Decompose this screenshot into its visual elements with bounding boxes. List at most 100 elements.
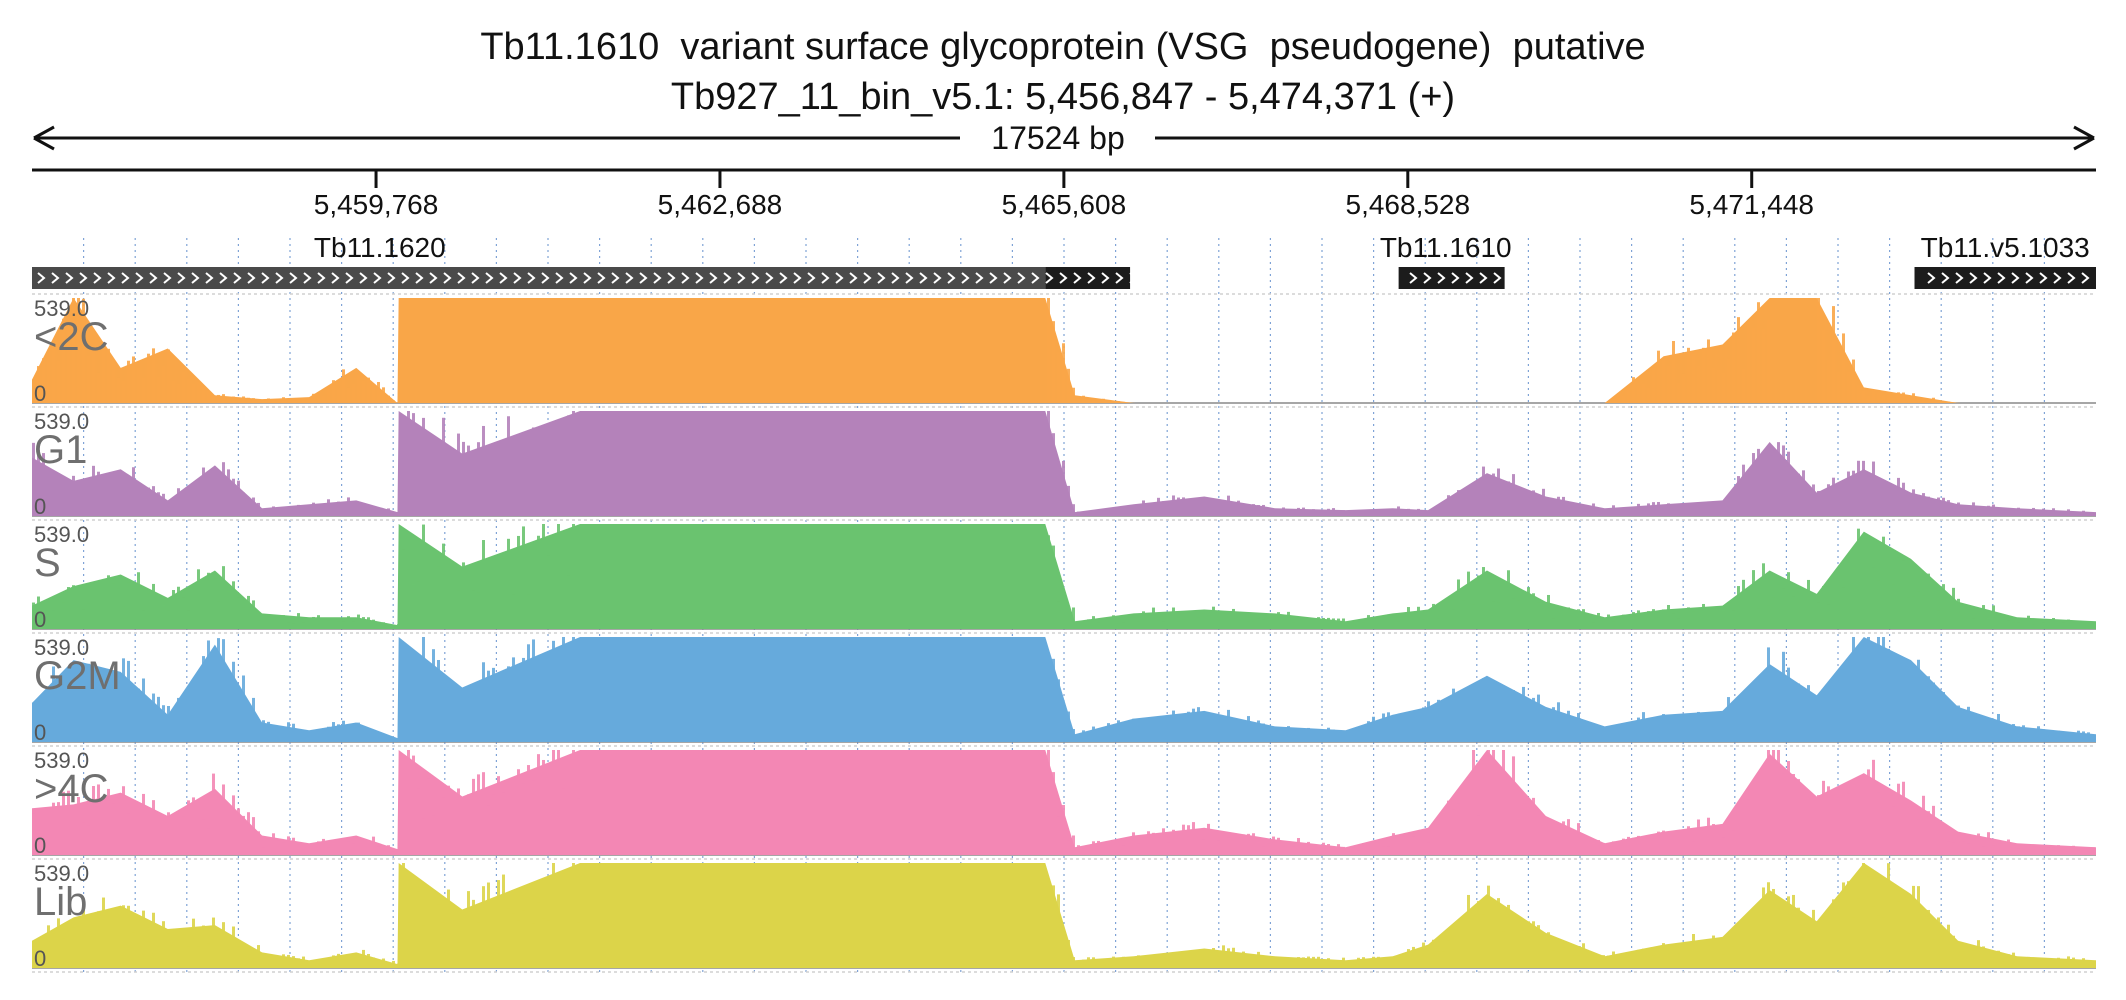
coverage-bar [2022, 619, 2025, 629]
coverage-bar [1432, 939, 1435, 968]
gene-body-partial[interactable] [32, 267, 1046, 289]
coverage-bar [1467, 704, 1470, 742]
coverage-bar [1762, 452, 1765, 516]
coverage-bar [232, 396, 235, 403]
coverage-bar [252, 697, 255, 742]
coverage-bar [487, 670, 490, 742]
coverage-bar [92, 465, 95, 516]
coverage-bar [72, 298, 75, 403]
strand-chevron-icon [149, 272, 158, 284]
coverage-bar [417, 788, 420, 855]
coverage-bar [92, 785, 95, 855]
coverage-bar [1802, 788, 1805, 855]
coverage-bar [447, 785, 450, 855]
coverage-bar [1642, 612, 1645, 629]
coverage-bar [547, 434, 550, 516]
coverage-bar [1947, 500, 1950, 516]
coverage-bar [157, 492, 160, 516]
coverage-bar [1627, 836, 1630, 855]
strand-chevron-icon [345, 272, 354, 284]
coverage-bar [422, 524, 425, 629]
coverage-bar [272, 620, 275, 629]
coverage-bar [1117, 401, 1120, 403]
coverage-bar [1377, 510, 1380, 516]
coverage-bar [1307, 956, 1310, 968]
coverage-bar [1982, 946, 1985, 968]
coverage-bar [1922, 493, 1925, 516]
coverage-bar [1827, 360, 1830, 403]
coverage-bar [1612, 621, 1615, 629]
coverage-bar [312, 844, 315, 855]
coverage-bar [372, 619, 375, 629]
coverage-bar [1412, 729, 1415, 742]
coverage-bar [2057, 957, 2060, 968]
coverage-bar [1827, 940, 1830, 968]
coverage-bar [107, 788, 110, 855]
coverage-bar [362, 726, 365, 742]
coverage-bar [1652, 609, 1655, 629]
coverage-bar [192, 680, 195, 742]
coverage-bar [1712, 824, 1715, 855]
coverage-bar [1882, 637, 1885, 742]
coverage-bar [1202, 497, 1205, 516]
coverage-bar [1982, 720, 1985, 742]
coverage-bar [1512, 928, 1515, 968]
coverage-bar [2077, 620, 2080, 629]
coverage-bar [427, 929, 430, 968]
coverage-bar [1927, 399, 1930, 403]
coverage-bar [357, 374, 360, 403]
coverage-bar [1707, 817, 1710, 855]
coverage-bar [1422, 837, 1425, 855]
coverage-bar [1877, 481, 1880, 516]
coverage-bar [1832, 696, 1835, 742]
coverage-bar [1517, 818, 1520, 855]
coverage-bar [392, 400, 395, 403]
coverage-bar [1562, 496, 1565, 516]
coverage-bar [507, 908, 510, 968]
coverage-bar [42, 358, 45, 403]
coverage-bar [522, 910, 525, 968]
coverage-bar [267, 511, 270, 516]
coverage-bar [242, 607, 245, 629]
coverage-bar [1657, 612, 1660, 629]
coverage-bar [322, 963, 325, 968]
coverage-bar [2082, 958, 2085, 968]
coverage-bar [1872, 646, 1875, 742]
strand-chevron-icon [65, 272, 74, 284]
coverage-bar [267, 956, 270, 968]
coverage-bar [1797, 907, 1800, 968]
coverage-bar [1942, 497, 1945, 516]
coverage-area[interactable] [32, 298, 2096, 403]
coverage-bar [1342, 618, 1345, 629]
coverage-bar [72, 585, 75, 629]
strand-chevron-icon [289, 272, 298, 284]
track-max-label: 539.0 [34, 296, 89, 321]
coverage-bar [1932, 397, 1935, 403]
coverage-bar [172, 589, 175, 629]
coverage-bar [1202, 959, 1205, 968]
coverage-bar [1167, 726, 1170, 742]
coverage-bar [1832, 477, 1835, 516]
coverage-bar [412, 413, 415, 516]
coverage-bar [152, 348, 155, 403]
coverage-bar [402, 419, 405, 516]
coverage-bar [1267, 959, 1270, 968]
coverage-bar [1732, 718, 1735, 742]
coverage-bar [1762, 329, 1765, 403]
gene-body[interactable] [1045, 267, 1131, 289]
coverage-bar [182, 703, 185, 742]
coverage-bar [1107, 846, 1110, 855]
coverage-bar [2027, 846, 2030, 855]
coverage-bar [547, 920, 550, 968]
coverage-bar [112, 679, 115, 742]
coverage-bar [1807, 793, 1810, 855]
coverage-bar [1732, 830, 1735, 855]
coverage-bar [577, 428, 580, 516]
coverage-bar [347, 497, 350, 516]
gene-body[interactable] [1398, 267, 1505, 289]
coverage-bar [1122, 622, 1125, 629]
coverage-bar [42, 819, 45, 855]
coverage-bar [2022, 512, 2025, 516]
coverage-bar [317, 733, 320, 742]
